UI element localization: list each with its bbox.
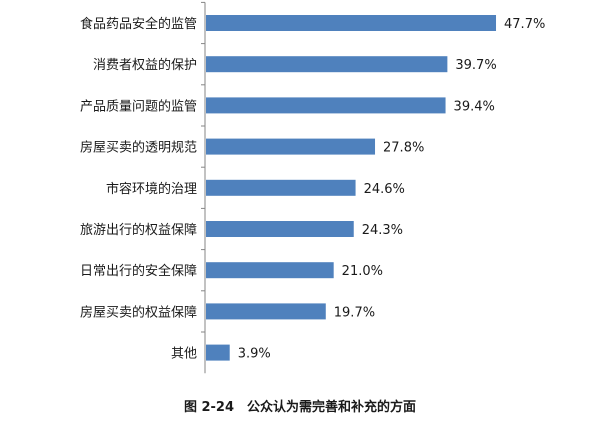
bar [206,56,448,73]
bar [206,344,230,361]
category-label: 日常出行的安全保障 [80,263,197,279]
category-label: 旅游出行的权益保障 [80,222,197,238]
value-label: 27.8% [383,141,424,156]
bar [206,138,376,155]
bar [206,303,326,320]
value-label: 19.7% [334,305,375,320]
category-label: 消费者权益的保护 [93,57,197,73]
category-label: 房屋买卖的透明规范 [80,140,197,156]
value-label: 24.6% [364,182,405,197]
figure-caption: 图 2-24 公众认为需完善和补充的方面 [184,399,416,415]
value-label: 24.3% [362,223,403,238]
category-label: 房屋买卖的权益保障 [80,304,197,320]
value-label: 3.9% [238,347,271,362]
bar [206,262,334,279]
category-label: 市容环境的治理 [106,181,197,197]
value-label: 21.0% [342,264,383,279]
category-label: 其他 [171,347,197,362]
bar [206,221,354,237]
category-label: 产品质量问题的监管 [80,98,197,114]
bar [206,15,497,31]
category-label: 食品药品安全的监管 [80,16,197,32]
value-label: 47.7% [504,17,545,32]
bar [206,97,446,114]
bars-group: 食品药品安全的监管 47.7% 消费者权益的保护 39.7% 产品质量问题的监管 39.4… [80,1,545,362]
value-label: 39.7% [455,58,496,73]
bar [206,179,356,196]
value-label: 39.4% [454,99,495,114]
